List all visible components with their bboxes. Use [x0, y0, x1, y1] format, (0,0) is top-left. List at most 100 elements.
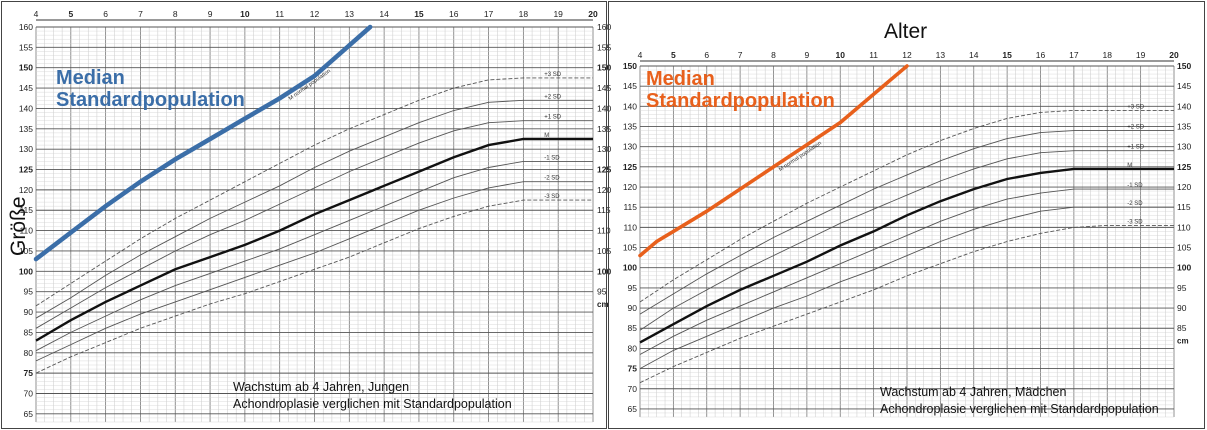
girls-y-tick-label-left: 85 — [628, 323, 638, 333]
girls-y-tick-label-right: 140 — [1177, 101, 1191, 111]
boys-sd-curve — [35, 181, 593, 362]
boys-grid — [35, 26, 594, 423]
boys-x-tick-label: 9 — [208, 9, 213, 19]
girls-x-tick-label: 16 — [1036, 50, 1046, 60]
boys-y-tick-label-left: 70 — [24, 388, 34, 398]
boys-y-tick-label-left: 90 — [24, 307, 34, 317]
boys-x-tick-label: 14 — [379, 9, 389, 19]
girls-panel-frame — [608, 1, 1205, 429]
girls-y-tick-label-right: 115 — [1177, 202, 1191, 212]
boys-sd-curve-label: -3 SD — [544, 194, 560, 200]
boys-sd-curve — [35, 99, 593, 319]
boys-x-tick-label: 8 — [173, 9, 178, 19]
boys-growth-chart: 4 5 6 7 8 9 10 11 12 13 14 15 16 17 18 19 20 65 70 75 80 85 90… — [1, 1, 611, 429]
x-axis-title: Alter — [884, 20, 928, 43]
boys-caption-line1: Wachstum ab 4 Jahren, Jungen — [233, 380, 410, 394]
girls-y-tick-label-left: 65 — [628, 404, 638, 414]
girls-y-tick-label-left: 105 — [623, 243, 637, 253]
girls-y-tick-label-right: 100 — [1177, 263, 1191, 273]
boys-sd-curve-label: +3 SD — [544, 72, 562, 78]
boys-y-tick-label-left: 100 — [19, 266, 33, 276]
girls-y-tick-label-left: 150 — [623, 61, 637, 71]
girls-x-tick-label: 9 — [805, 50, 810, 60]
girls-sd-curve — [639, 167, 1174, 344]
girls-x-tick-label: 17 — [1069, 50, 1079, 60]
boys-median-standard-label: Median Standardpopulation — [56, 67, 245, 111]
boys-x-tick-label: 7 — [138, 9, 143, 19]
girls-grid — [639, 65, 1175, 418]
girls-x-tick-label: 8 — [771, 50, 776, 60]
boys-sd-curve — [35, 160, 593, 352]
boys-y-tick-label-right: 150 — [597, 63, 611, 73]
boys-y-tick-label-left: 65 — [24, 409, 34, 419]
boys-median-label-line1: Median — [56, 67, 125, 89]
girls-x-tick-label: 19 — [1136, 50, 1146, 60]
girls-y-tick-label-left: 120 — [623, 182, 637, 192]
girls-y-tick-label-left: 95 — [628, 283, 638, 293]
boys-y-tick-label-right: 120 — [597, 185, 611, 195]
boys-x-tick-label: 12 — [310, 9, 320, 19]
boys-y-tick-label-left: 125 — [19, 165, 33, 175]
girls-x-tick-label: 15 — [1002, 50, 1012, 60]
girls-sd-curve-label: -1 SD — [1127, 183, 1143, 189]
girls-y-tick-label-right: 125 — [1177, 162, 1191, 172]
girls-x-tick-label: 4 — [638, 50, 643, 60]
boys-x-tick-label: 16 — [449, 9, 459, 19]
girls-y-tick-label-right: 110 — [1177, 222, 1191, 232]
girls-y-tick-label-left: 115 — [623, 202, 637, 212]
girls-sd-curve-label: +2 SD — [1127, 125, 1145, 131]
girls-median-standard-label: Median Standardpopulation — [646, 68, 835, 112]
boys-sd-curve — [35, 199, 593, 374]
girls-x-tick-label: 10 — [836, 50, 846, 60]
girls-y-tick-label-left: 100 — [623, 263, 637, 273]
boys-y-tick-label-right: 140 — [597, 103, 611, 113]
girls-y-tick-label-right: 90 — [1177, 303, 1187, 313]
girls-sd-curve — [639, 150, 1174, 331]
girls-sd-curve-label: +1 SD — [1127, 145, 1145, 151]
girls-sd-curve — [639, 206, 1174, 369]
boys-y-tick-label-right: 95 — [597, 287, 607, 297]
boys-x-tick-label: 18 — [519, 9, 529, 19]
boys-y-tick-label-right: 155 — [597, 42, 611, 52]
boys-median-label-line2: Standardpopulation — [56, 89, 245, 111]
girls-y-tick-label-left: 140 — [623, 101, 637, 111]
boys-y-tick-label-right: 130 — [597, 144, 611, 154]
girls-sd-curve — [639, 109, 1174, 303]
boys-y-tick-label-right: 100 — [597, 266, 611, 276]
girls-median-label-line2: Standardpopulation — [646, 90, 835, 112]
girls-sd-curve-label: -2 SD — [1127, 201, 1143, 207]
girls-x-tick-label: 5 — [671, 50, 676, 60]
boys-sd-curve — [35, 137, 593, 342]
girls-x-tick-label: 11 — [869, 50, 878, 60]
girls-x-tick-label: 13 — [936, 50, 946, 60]
boys-y-tick-label-left: 145 — [19, 83, 33, 93]
girls-y-tick-label-right: 135 — [1177, 122, 1191, 132]
girls-x-tick-label: 7 — [738, 50, 743, 60]
girls-y-tick-label-right: 120 — [1177, 182, 1191, 192]
boys-sd-curve-label: M — [544, 133, 549, 139]
girls-sd-curves — [639, 109, 1174, 384]
girls-x-tick-label: 14 — [969, 50, 979, 60]
boys-y-tick-label-left: 75 — [24, 368, 34, 378]
boys-y-tick-label-left: 105 — [19, 246, 33, 256]
girls-unit-label: cm — [1177, 336, 1189, 345]
girls-y-tick-label-right: 105 — [1177, 243, 1191, 253]
y-axis-title: Größe — [7, 196, 30, 256]
girls-sd-curve-label: M — [1127, 163, 1132, 169]
girls-x-tick-label: 20 — [1169, 50, 1179, 60]
girls-y-tick-label-left: 110 — [623, 222, 637, 232]
boys-sd-curve-label: -1 SD — [544, 155, 560, 161]
boys-y-tick-label-left: 135 — [19, 124, 33, 134]
boys-y-tick-label-left: 80 — [24, 348, 34, 358]
girls-y-tick-label-right: 85 — [1177, 323, 1187, 333]
girls-sd-curve — [639, 130, 1174, 315]
boys-y-tick-label-right: 125 — [597, 165, 611, 175]
girls-sd-curve-label: -3 SD — [1127, 219, 1143, 225]
boys-y-tick-label-right: 110 — [597, 226, 611, 236]
girls-sd-curve — [639, 224, 1174, 384]
boys-y-tick-label-right: 160 — [597, 22, 611, 32]
boys-normal-median-label: M normal population — [288, 68, 332, 102]
girls-x-tick-label: 6 — [704, 50, 709, 60]
boys-y-tick-label-left: 155 — [19, 42, 33, 52]
boys-x-tick-label: 10 — [240, 9, 250, 19]
